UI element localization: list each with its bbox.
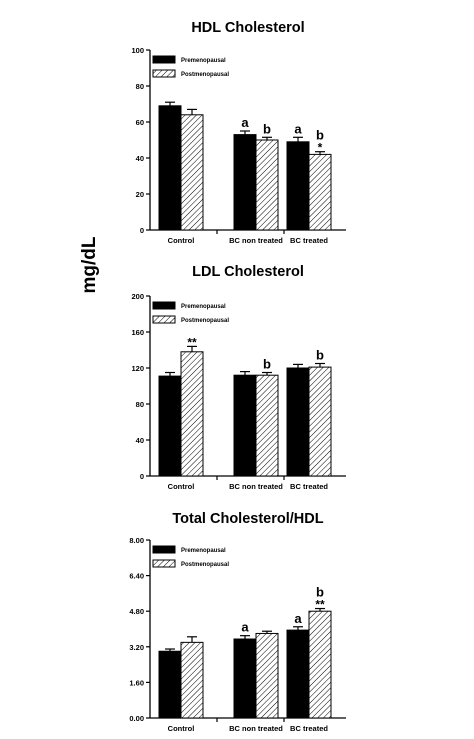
legend-label-postmenopausal: Postmenopausal (181, 318, 229, 324)
legend-label-premenopausal: Premenopausal (181, 548, 226, 554)
legend-swatch-postmenopausal (152, 559, 176, 568)
significance-label: a (241, 115, 249, 130)
legend-label-premenopausal: Premenopausal (181, 304, 226, 310)
significance-label: a (294, 611, 302, 626)
y-tick-label: 80 (136, 82, 144, 91)
x-category-label: BC treated (290, 724, 328, 733)
x-category-label: BC treated (290, 482, 328, 491)
significance-label: b (316, 348, 324, 363)
chart-title: HDL Cholesterol (191, 20, 304, 36)
bar-premenopausal (286, 141, 310, 231)
bar-postmenopausal (255, 374, 279, 477)
x-category-label: Control (168, 236, 195, 245)
bar-postmenopausal (308, 366, 332, 477)
x-category-label: BC non treated (229, 724, 283, 733)
x-category-label: BC non treated (229, 236, 283, 245)
bar-premenopausal (286, 367, 310, 477)
bar-postmenopausal (180, 351, 204, 477)
y-tick-label: 160 (131, 328, 144, 337)
bar-postmenopausal (255, 139, 279, 231)
significance-label: ** (315, 598, 325, 612)
x-category-label: BC non treated (229, 482, 283, 491)
bar-postmenopausal (255, 632, 279, 719)
significance-label: * (318, 141, 323, 155)
shared-y-axis-label: mg/dL (79, 236, 100, 293)
y-tick-label: 20 (136, 190, 144, 199)
significance-label: b (316, 128, 324, 143)
chart-title: Total Cholesterol/HDL (172, 511, 323, 527)
y-tick-label: 4.80 (129, 607, 144, 616)
y-tick-label: 8.00 (129, 536, 144, 545)
y-tick-label: 120 (131, 364, 144, 373)
y-tick-label: 40 (136, 154, 144, 163)
x-category-label: Control (168, 724, 195, 733)
legend-swatch-premenopausal (152, 55, 176, 64)
significance-label: a (241, 620, 249, 635)
significance-label: b (316, 585, 324, 600)
y-tick-label: 3.20 (129, 643, 144, 652)
legend-swatch-postmenopausal (152, 69, 176, 78)
bar-premenopausal (286, 629, 310, 719)
bar-premenopausal (158, 650, 182, 719)
x-category-label: BC treated (290, 236, 328, 245)
legend-label-postmenopausal: Postmenopausal (181, 72, 229, 78)
y-tick-label: 100 (131, 46, 144, 55)
bar-premenopausal (158, 105, 182, 231)
significance-label: b (263, 121, 271, 136)
y-tick-label: 0.00 (129, 714, 144, 723)
bar-postmenopausal (180, 641, 204, 719)
legend-label-premenopausal: Premenopausal (181, 58, 226, 64)
y-tick-label: 80 (136, 400, 144, 409)
y-tick-label: 6.40 (129, 572, 144, 581)
y-tick-label: 0 (140, 226, 144, 235)
bar-premenopausal (233, 638, 257, 719)
bar-premenopausal (233, 134, 257, 231)
legend-label-postmenopausal: Postmenopausal (181, 562, 229, 568)
y-tick-label: 40 (136, 436, 144, 445)
bar-postmenopausal (180, 114, 204, 231)
bar-premenopausal (233, 374, 257, 477)
bar-premenopausal (158, 375, 182, 477)
significance-label: b (263, 357, 271, 372)
y-tick-label: 1.60 (129, 678, 144, 687)
bar-postmenopausal (308, 610, 332, 719)
legend-swatch-postmenopausal (152, 315, 176, 324)
y-tick-label: 200 (131, 292, 144, 301)
significance-label: ** (187, 335, 197, 349)
bar-postmenopausal (308, 153, 332, 231)
significance-label: a (294, 121, 302, 136)
y-tick-label: 0 (140, 472, 144, 481)
chart-title: LDL Cholesterol (192, 264, 304, 280)
legend-swatch-premenopausal (152, 545, 176, 554)
y-tick-label: 60 (136, 118, 144, 127)
legend-swatch-premenopausal (152, 301, 176, 310)
x-category-label: Control (168, 482, 195, 491)
